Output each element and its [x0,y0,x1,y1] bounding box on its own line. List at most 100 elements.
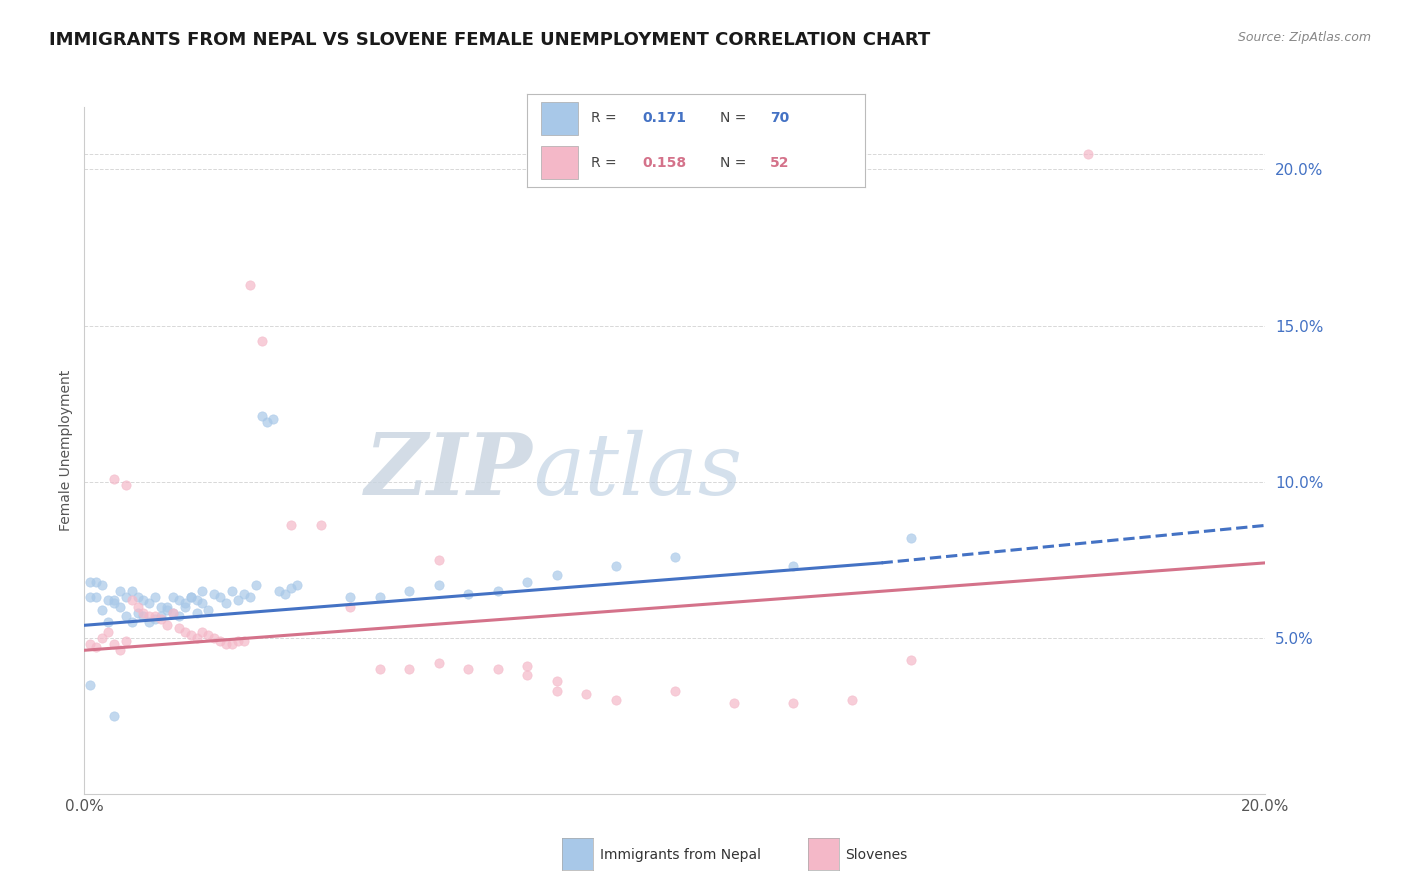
Point [156,599,179,614]
Text: 70: 70 [770,112,789,126]
Point [1077,146,1099,161]
Point [516,574,538,589]
Point [575,687,598,701]
Point [197,603,219,617]
Point [398,662,420,676]
Text: IMMIGRANTS FROM NEPAL VS SLOVENE FEMALE UNEMPLOYMENT CORRELATION CHART: IMMIGRANTS FROM NEPAL VS SLOVENE FEMALE … [49,31,931,49]
Y-axis label: Female Unemployment: Female Unemployment [59,370,73,531]
Point [191,583,214,598]
Point [250,334,273,348]
Point [84,574,107,589]
Point [398,583,420,598]
Text: atlas: atlas [533,430,742,512]
Point [285,578,308,592]
Point [121,593,143,607]
Point [256,415,278,429]
Point [186,593,208,607]
Point [97,615,120,630]
Point [150,608,173,623]
Point [180,628,202,642]
Point [167,593,190,607]
Point [138,608,160,623]
Point [180,591,202,605]
Point [546,568,568,582]
Text: ZIP: ZIP [366,429,533,513]
Text: Slovenes: Slovenes [845,847,907,862]
Point [132,593,155,607]
Point [723,696,745,710]
Point [84,591,107,605]
Point [103,596,125,610]
Point [486,662,509,676]
Point [368,591,391,605]
Point [339,591,361,605]
Point [108,599,131,614]
Point [280,518,302,533]
Point [605,693,627,707]
Point [209,591,232,605]
Point [546,674,568,689]
Point [269,583,291,598]
Point [138,615,160,630]
Text: R =: R = [592,155,621,169]
Text: N =: N = [720,155,751,169]
Text: 52: 52 [770,155,790,169]
Point [103,593,125,607]
Point [132,608,155,623]
Point [368,662,391,676]
Point [664,683,686,698]
Point [427,578,450,592]
Point [91,578,114,592]
Bar [541,102,578,135]
Point [127,591,149,605]
Point [664,549,686,564]
Point [167,608,190,623]
Point [900,653,922,667]
Point [782,696,804,710]
Point [232,587,254,601]
Point [209,633,232,648]
Point [114,478,136,492]
Point [91,631,114,645]
Point [280,581,302,595]
Point [162,606,184,620]
Point [186,606,208,620]
Point [162,591,184,605]
Text: Immigrants from Nepal: Immigrants from Nepal [600,847,762,862]
Point [191,596,214,610]
Point [143,591,166,605]
Text: R =: R = [592,112,621,126]
Point [245,578,267,592]
Point [138,596,160,610]
Text: Source: ZipAtlas.com: Source: ZipAtlas.com [1237,31,1371,45]
Point [114,591,136,605]
Point [173,596,195,610]
Point [173,624,195,639]
Point [91,603,114,617]
Point [262,412,284,426]
Point [97,593,120,607]
Point [180,591,202,605]
Point [197,628,219,642]
Point [516,668,538,682]
Point [108,643,131,657]
Point [191,624,214,639]
Point [103,471,125,485]
Point [232,633,254,648]
Point [79,678,101,692]
Point [121,615,143,630]
Point [239,277,262,292]
Point [226,593,249,607]
Point [97,624,120,639]
Point [215,637,238,651]
Point [103,708,125,723]
Point [103,637,125,651]
Point [605,558,627,574]
Point [221,583,243,598]
Point [250,409,273,423]
Point [150,612,173,626]
Text: N =: N = [720,112,751,126]
Point [546,683,568,698]
Point [457,662,479,676]
Point [127,599,149,614]
